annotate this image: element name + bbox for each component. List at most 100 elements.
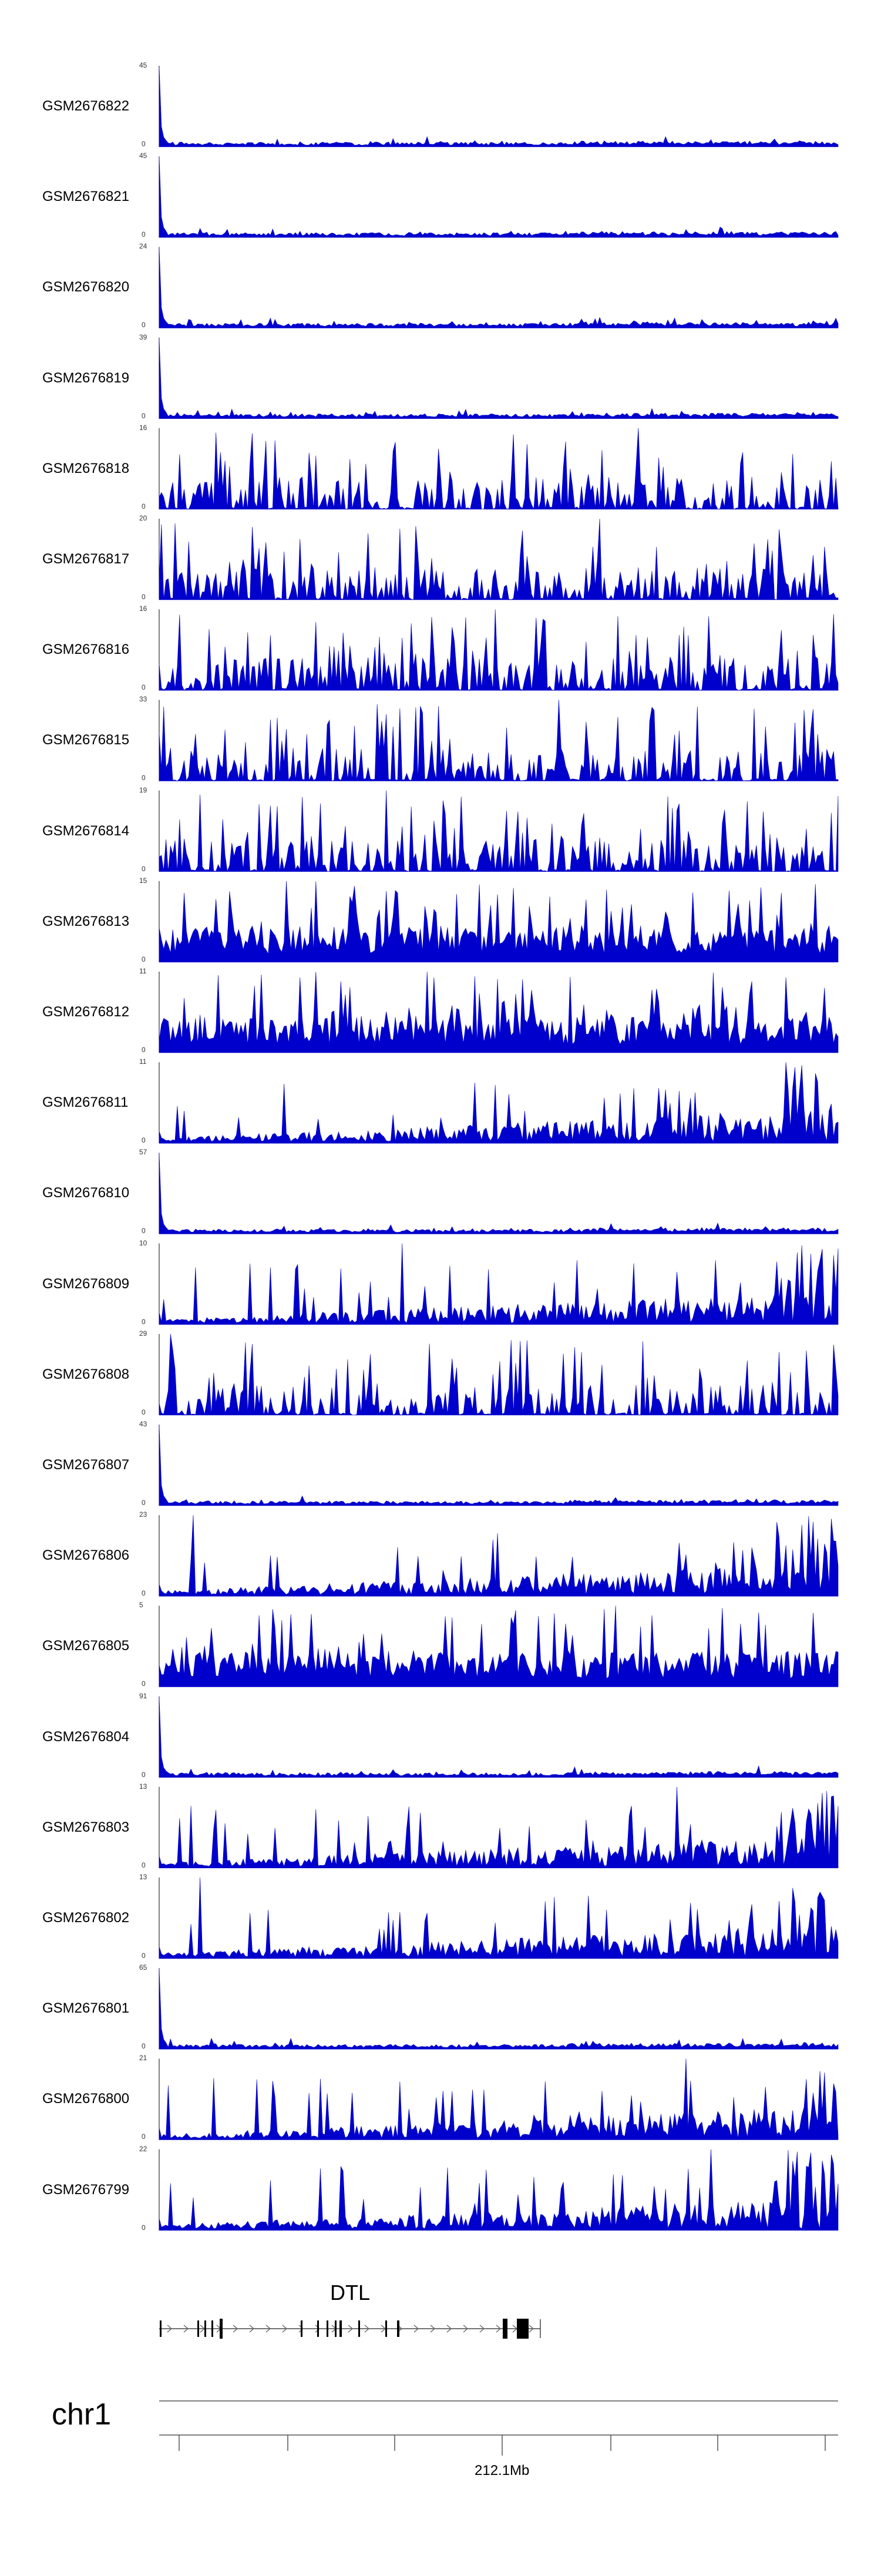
track-label-GSM2676811: GSM2676811	[42, 1094, 129, 1111]
track-label-GSM2676800: GSM2676800	[42, 2091, 130, 2107]
track-label-GSM2676815: GSM2676815	[42, 732, 130, 748]
ymin-label-GSM2676815: 0	[142, 774, 146, 782]
track-label-GSM2676804: GSM2676804	[42, 1728, 130, 1745]
coverage-area-GSM2676817	[159, 518, 839, 600]
coverage-area-GSM2676812	[159, 971, 839, 1053]
ymax-label-GSM2676816: 16	[139, 604, 147, 613]
exon-7	[317, 2320, 319, 2337]
strand-chevron	[183, 2325, 189, 2333]
track-label-GSM2676818: GSM2676818	[42, 460, 130, 476]
ymin-label-GSM2676812: 0	[142, 1046, 146, 1054]
coverage-area-GSM2676799	[159, 2149, 839, 2231]
coverage-area-GSM2676805	[159, 1606, 839, 1687]
exon-9	[335, 2320, 337, 2337]
ymin-label-GSM2676810: 0	[142, 1227, 146, 1235]
ymax-label-GSM2676810: 57	[139, 1148, 147, 1157]
exon-11	[358, 2320, 360, 2337]
ymin-label-GSM2676806: 0	[142, 1589, 146, 1598]
track-label-GSM2676801: GSM2676801	[42, 2000, 130, 2017]
track-label-GSM2676807: GSM2676807	[42, 1457, 130, 1473]
coverage-area-GSM2676804	[159, 1696, 839, 1778]
track-label-GSM2676806: GSM2676806	[42, 1547, 130, 1564]
track-label-GSM2676812: GSM2676812	[42, 1004, 130, 1020]
strand-chevron	[282, 2325, 288, 2333]
ymin-label-GSM2676804: 0	[142, 1770, 146, 1779]
ymax-label-GSM2676811: 11	[139, 1057, 147, 1066]
ymax-label-GSM2676808: 29	[139, 1329, 147, 1338]
ymin-label-GSM2676799: 0	[142, 2223, 146, 2232]
ymin-label-GSM2676821: 0	[142, 230, 146, 239]
exon-13	[397, 2320, 399, 2337]
track-label-GSM2676817: GSM2676817	[42, 551, 130, 567]
coverage-area-GSM2676809	[159, 1243, 839, 1325]
ymax-label-GSM2676803: 13	[139, 1782, 147, 1791]
coverage-area-GSM2676821	[159, 156, 839, 238]
coverage-area-GSM2676822	[159, 65, 839, 147]
strand-chevron	[529, 2325, 534, 2333]
exon-1	[160, 2320, 162, 2337]
exon-15	[517, 2319, 529, 2339]
exon-12	[385, 2320, 387, 2337]
ymax-label-GSM2676814: 19	[139, 785, 147, 794]
coverage-area-GSM2676813	[159, 881, 839, 963]
track-label-GSM2676808: GSM2676808	[42, 1366, 130, 1382]
strand-chevron	[348, 2325, 354, 2333]
coverage-area-GSM2676818	[159, 428, 839, 510]
ymin-label-GSM2676817: 0	[142, 593, 146, 601]
ymax-label-GSM2676807: 43	[139, 1420, 147, 1428]
track-label-GSM2676802: GSM2676802	[42, 1910, 130, 1926]
track-label-GSM2676814: GSM2676814	[42, 822, 130, 839]
ymax-label-GSM2676804: 91	[139, 1691, 147, 1700]
ymax-label-GSM2676802: 13	[139, 1873, 147, 1881]
ymax-label-GSM2676822: 45	[139, 61, 147, 69]
ymax-label-GSM2676821: 45	[139, 152, 147, 160]
ymax-label-GSM2676805: 5	[139, 1601, 143, 1610]
coverage-area-GSM2676811	[159, 1062, 839, 1144]
ymin-label-GSM2676803: 0	[142, 1860, 146, 1869]
strand-chevron	[233, 2325, 238, 2333]
ymin-label-GSM2676818: 0	[142, 502, 146, 511]
gene-name-label: DTL	[330, 2281, 371, 2305]
exon-6	[301, 2320, 302, 2337]
ymax-label-GSM2676820: 24	[139, 242, 147, 251]
coverage-area-GSM2676814	[159, 790, 839, 872]
track-label-GSM2676799: GSM2676799	[42, 2181, 130, 2198]
track-label-GSM2676805: GSM2676805	[42, 1638, 130, 1654]
strand-chevron	[265, 2325, 271, 2333]
coverage-area-GSM2676807	[159, 1424, 839, 1506]
ymin-label-GSM2676813: 0	[142, 955, 146, 963]
ymax-label-GSM2676801: 65	[139, 1963, 147, 1972]
strand-chevron	[298, 2325, 304, 2333]
ymin-label-GSM2676822: 0	[142, 140, 146, 148]
coordinate-label: 212.1Mb	[475, 2463, 530, 2478]
exon-3	[204, 2320, 206, 2337]
ymin-label-GSM2676816: 0	[142, 683, 146, 692]
ymin-label-GSM2676807: 0	[142, 1499, 146, 1507]
ymin-label-GSM2676814: 0	[142, 864, 146, 873]
exon-14	[503, 2319, 507, 2339]
track-label-GSM2676821: GSM2676821	[42, 189, 130, 205]
strand-chevron	[430, 2325, 436, 2333]
ymin-label-GSM2676809: 0	[142, 1317, 146, 1326]
ymin-label-GSM2676820: 0	[142, 321, 146, 330]
ymax-label-GSM2676809: 10	[139, 1238, 147, 1247]
strand-chevron	[446, 2325, 452, 2333]
coverage-area-GSM2676801	[159, 1968, 839, 2050]
strand-chevron	[364, 2325, 370, 2333]
track-label-GSM2676809: GSM2676809	[42, 1275, 130, 1292]
track-label-GSM2676810: GSM2676810	[42, 1185, 130, 1201]
ymax-label-GSM2676806: 23	[139, 1510, 147, 1519]
ymax-label-GSM2676812: 11	[139, 967, 147, 975]
strand-chevron	[496, 2325, 502, 2333]
coverage-area-GSM2676820	[159, 247, 839, 328]
coverage-area-GSM2676808	[159, 1334, 839, 1416]
ymin-label-GSM2676802: 0	[142, 1952, 146, 1960]
ymax-label-GSM2676815: 33	[139, 695, 147, 704]
ymax-label-GSM2676817: 20	[139, 514, 147, 522]
track-label-GSM2676819: GSM2676819	[42, 370, 130, 386]
strand-chevron	[463, 2325, 469, 2333]
ymin-label-GSM2676805: 0	[142, 1680, 146, 1688]
track-label-GSM2676813: GSM2676813	[42, 913, 130, 929]
